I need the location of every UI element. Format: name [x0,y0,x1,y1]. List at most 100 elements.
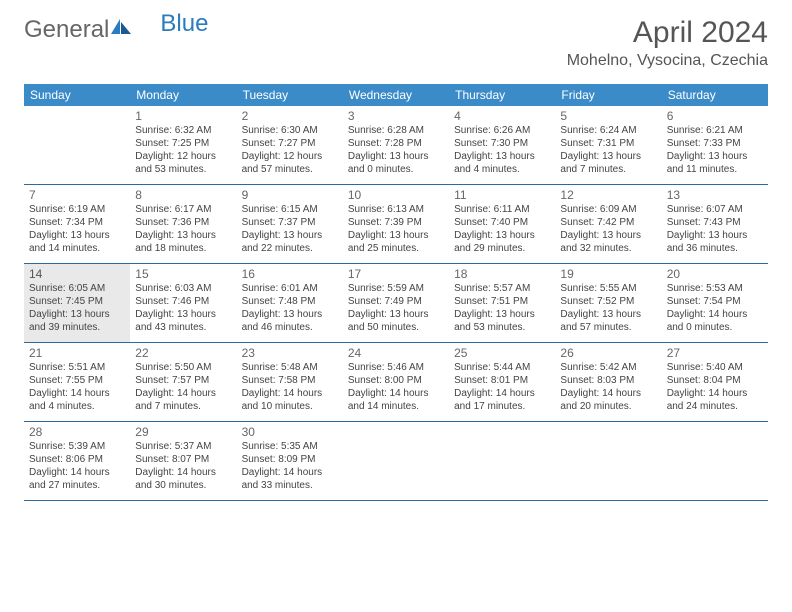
sunset-text: Sunset: 7:31 PM [560,138,656,151]
daylight-text: Daylight: 14 hours and 27 minutes. [29,467,125,493]
day-header-cell: Wednesday [343,84,449,106]
sunrise-text: Sunrise: 6:07 AM [667,204,763,217]
month-title: April 2024 [567,16,768,50]
sunset-text: Sunset: 7:42 PM [560,217,656,230]
day-number: 9 [242,188,338,203]
day-header-cell: Tuesday [237,84,343,106]
sunrise-text: Sunrise: 6:11 AM [454,204,550,217]
week-row: 7Sunrise: 6:19 AMSunset: 7:34 PMDaylight… [24,185,768,264]
week-row: 28Sunrise: 5:39 AMSunset: 8:06 PMDayligh… [24,422,768,501]
day-number: 26 [560,346,656,361]
day-number: 19 [560,267,656,282]
daylight-text: Daylight: 13 hours and 29 minutes. [454,230,550,256]
title-block: April 2024 Mohelno, Vysocina, Czechia [567,16,768,70]
sunrise-text: Sunrise: 6:17 AM [135,204,231,217]
day-header-cell: Thursday [449,84,555,106]
day-cell [555,422,661,500]
day-number: 15 [135,267,231,282]
daylight-text: Daylight: 13 hours and 14 minutes. [29,230,125,256]
sunrise-text: Sunrise: 5:39 AM [29,441,125,454]
day-cell: 28Sunrise: 5:39 AMSunset: 8:06 PMDayligh… [24,422,130,500]
sunset-text: Sunset: 7:36 PM [135,217,231,230]
page-header: General Blue April 2024 Mohelno, Vysocin… [0,0,792,78]
daylight-text: Daylight: 13 hours and 50 minutes. [348,309,444,335]
day-number: 3 [348,109,444,124]
calendar-grid: SundayMondayTuesdayWednesdayThursdayFrid… [24,84,768,501]
day-cell: 4Sunrise: 6:26 AMSunset: 7:30 PMDaylight… [449,106,555,184]
daylight-text: Daylight: 13 hours and 36 minutes. [667,230,763,256]
day-header-cell: Saturday [662,84,768,106]
sunrise-text: Sunrise: 6:24 AM [560,125,656,138]
sunrise-text: Sunrise: 6:13 AM [348,204,444,217]
sunrise-text: Sunrise: 6:15 AM [242,204,338,217]
day-cell: 10Sunrise: 6:13 AMSunset: 7:39 PMDayligh… [343,185,449,263]
day-cell [24,106,130,184]
sunrise-text: Sunrise: 5:51 AM [29,362,125,375]
day-number: 11 [454,188,550,203]
brand-part1: General [24,16,109,44]
sunrise-text: Sunrise: 5:40 AM [667,362,763,375]
day-cell: 29Sunrise: 5:37 AMSunset: 8:07 PMDayligh… [130,422,236,500]
day-cell: 20Sunrise: 5:53 AMSunset: 7:54 PMDayligh… [662,264,768,342]
day-number: 22 [135,346,231,361]
sunset-text: Sunset: 7:34 PM [29,217,125,230]
day-cell [449,422,555,500]
day-number: 18 [454,267,550,282]
sunset-text: Sunset: 7:46 PM [135,296,231,309]
day-cell: 23Sunrise: 5:48 AMSunset: 7:58 PMDayligh… [237,343,343,421]
day-cell: 6Sunrise: 6:21 AMSunset: 7:33 PMDaylight… [662,106,768,184]
sunset-text: Sunset: 7:58 PM [242,375,338,388]
day-number: 25 [454,346,550,361]
sunrise-text: Sunrise: 6:28 AM [348,125,444,138]
brand-logo: General Blue [24,16,208,44]
sunrise-text: Sunrise: 5:37 AM [135,441,231,454]
daylight-text: Daylight: 14 hours and 17 minutes. [454,388,550,414]
sunrise-text: Sunrise: 5:55 AM [560,283,656,296]
daylight-text: Daylight: 13 hours and 32 minutes. [560,230,656,256]
daylight-text: Daylight: 14 hours and 0 minutes. [667,309,763,335]
daylight-text: Daylight: 14 hours and 24 minutes. [667,388,763,414]
sunrise-text: Sunrise: 6:19 AM [29,204,125,217]
day-cell [662,422,768,500]
sail-icon [110,16,132,44]
sunset-text: Sunset: 7:37 PM [242,217,338,230]
sunrise-text: Sunrise: 5:57 AM [454,283,550,296]
day-number: 29 [135,425,231,440]
week-row: 1Sunrise: 6:32 AMSunset: 7:25 PMDaylight… [24,106,768,185]
day-cell: 17Sunrise: 5:59 AMSunset: 7:49 PMDayligh… [343,264,449,342]
sunset-text: Sunset: 8:00 PM [348,375,444,388]
day-cell: 15Sunrise: 6:03 AMSunset: 7:46 PMDayligh… [130,264,236,342]
daylight-text: Daylight: 13 hours and 43 minutes. [135,309,231,335]
day-cell: 27Sunrise: 5:40 AMSunset: 8:04 PMDayligh… [662,343,768,421]
sunset-text: Sunset: 7:48 PM [242,296,338,309]
daylight-text: Daylight: 13 hours and 7 minutes. [560,151,656,177]
day-number: 4 [454,109,550,124]
day-number: 13 [667,188,763,203]
day-cell: 21Sunrise: 5:51 AMSunset: 7:55 PMDayligh… [24,343,130,421]
sunrise-text: Sunrise: 6:21 AM [667,125,763,138]
daylight-text: Daylight: 12 hours and 57 minutes. [242,151,338,177]
day-number: 2 [242,109,338,124]
day-number: 17 [348,267,444,282]
sunrise-text: Sunrise: 6:03 AM [135,283,231,296]
day-number: 24 [348,346,444,361]
sunrise-text: Sunrise: 6:32 AM [135,125,231,138]
day-cell: 19Sunrise: 5:55 AMSunset: 7:52 PMDayligh… [555,264,661,342]
day-number: 12 [560,188,656,203]
sunrise-text: Sunrise: 5:53 AM [667,283,763,296]
sunset-text: Sunset: 7:39 PM [348,217,444,230]
day-header-cell: Monday [130,84,236,106]
day-number: 30 [242,425,338,440]
sunset-text: Sunset: 7:45 PM [29,296,125,309]
sunset-text: Sunset: 7:49 PM [348,296,444,309]
sunrise-text: Sunrise: 5:48 AM [242,362,338,375]
day-cell: 3Sunrise: 6:28 AMSunset: 7:28 PMDaylight… [343,106,449,184]
day-number: 6 [667,109,763,124]
day-number: 14 [29,267,125,282]
day-cell: 11Sunrise: 6:11 AMSunset: 7:40 PMDayligh… [449,185,555,263]
daylight-text: Daylight: 13 hours and 4 minutes. [454,151,550,177]
sunset-text: Sunset: 7:54 PM [667,296,763,309]
daylight-text: Daylight: 12 hours and 53 minutes. [135,151,231,177]
day-number: 16 [242,267,338,282]
sunset-text: Sunset: 8:07 PM [135,454,231,467]
